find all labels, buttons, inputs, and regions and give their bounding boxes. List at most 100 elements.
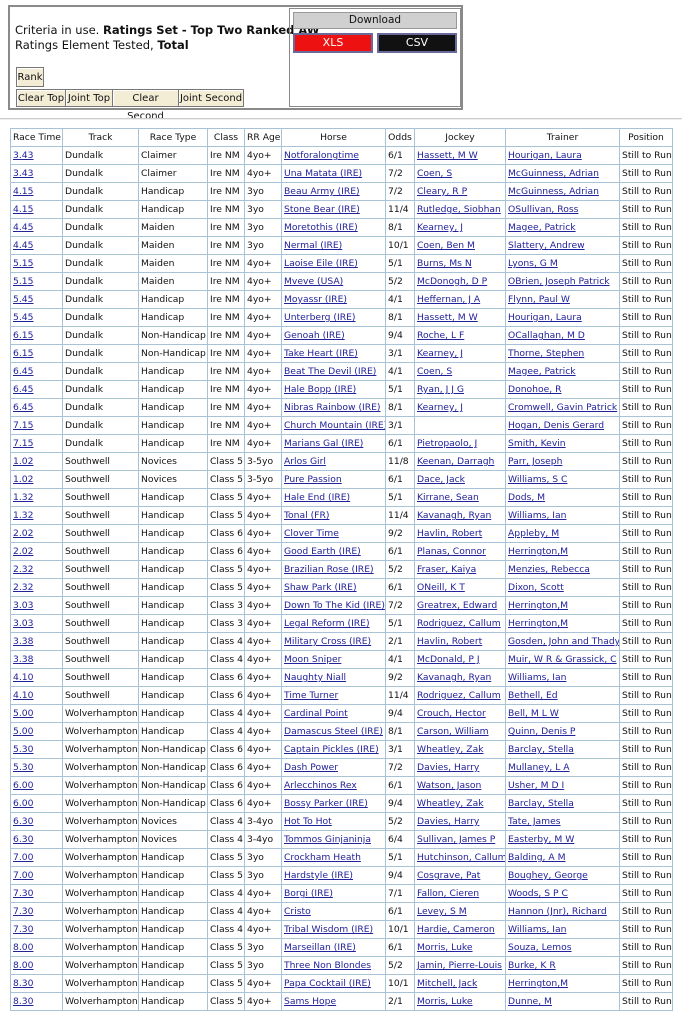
trainer-link[interactable]: Gosden, John and Thady (508, 636, 620, 647)
rank-button[interactable]: Rank (16, 67, 44, 87)
horse-link[interactable]: Bossy Parker (IRE) (284, 798, 368, 809)
horse-link[interactable]: Shaw Park (IRE) (284, 582, 357, 593)
race-time-link[interactable]: 5.30 (13, 762, 34, 773)
trainer-link[interactable]: Herrington,M (508, 600, 569, 611)
race-time-link[interactable]: 3.43 (13, 168, 34, 179)
race-time-link[interactable]: 5.00 (13, 726, 34, 737)
race-time-link[interactable]: 6.45 (13, 366, 34, 377)
trainer-link[interactable]: Hourigan, Laura (508, 150, 582, 161)
trainer-link[interactable]: Williams, S C (508, 474, 568, 485)
jockey-link[interactable]: Burns, Ms N (417, 258, 472, 269)
race-time-link[interactable]: 4.15 (13, 204, 34, 215)
trainer-link[interactable]: Usher, M D I (508, 780, 565, 791)
jockey-link[interactable]: Sullivan, James P (417, 834, 496, 845)
race-time-link[interactable]: 2.32 (13, 582, 34, 593)
race-time-link[interactable]: 6.00 (13, 798, 34, 809)
horse-link[interactable]: Marseillan (IRE) (284, 942, 356, 953)
jockey-link[interactable]: McDonogh, D P (417, 276, 488, 287)
horse-link[interactable]: Genoah (IRE) (284, 330, 345, 341)
horse-link[interactable]: Tonal (FR) (284, 510, 330, 521)
jockey-link[interactable]: Ryan, J J G (417, 384, 464, 395)
jockey-link[interactable]: Kavanagh, Ryan (417, 510, 492, 521)
trainer-link[interactable]: OBrien, Joseph Patrick (508, 276, 610, 287)
race-time-link[interactable]: 8.00 (13, 942, 34, 953)
jockey-link[interactable]: Dace, Jack (417, 474, 465, 485)
race-time-link[interactable]: 5.15 (13, 276, 34, 287)
race-time-link[interactable]: 2.02 (13, 528, 34, 539)
race-time-link[interactable]: 4.15 (13, 186, 34, 197)
trainer-link[interactable]: Dods, M (508, 492, 546, 503)
race-time-link[interactable]: 6.00 (13, 780, 34, 791)
horse-link[interactable]: Notforalongtime (284, 150, 359, 161)
race-time-link[interactable]: 8.00 (13, 960, 34, 971)
race-time-link[interactable]: 5.45 (13, 312, 34, 323)
trainer-link[interactable]: Mullaney, L A (508, 762, 570, 773)
race-time-link[interactable]: 6.45 (13, 384, 34, 395)
jockey-link[interactable]: Fallon, Cieren (417, 888, 480, 899)
horse-link[interactable]: Good Earth (IRE) (284, 546, 361, 557)
jockey-link[interactable]: Havlin, Robert (417, 636, 483, 647)
race-time-link[interactable]: 7.15 (13, 438, 34, 449)
horse-link[interactable]: Pure Passion (284, 474, 342, 485)
jockey-link[interactable]: Kavanagh, Ryan (417, 672, 492, 683)
race-time-link[interactable]: 7.00 (13, 870, 34, 881)
horse-link[interactable]: Clover Time (284, 528, 339, 539)
clear-second-button[interactable]: Clear Second (112, 89, 179, 122)
jockey-link[interactable]: Fraser, Kaiya (417, 564, 477, 575)
jockey-link[interactable]: Jamin, Pierre-Louis (417, 960, 502, 971)
trainer-link[interactable]: Magee, Patrick (508, 222, 576, 233)
horse-link[interactable]: Down To The Kid (IRE) (284, 600, 385, 611)
trainer-link[interactable]: Williams, Ian (508, 510, 567, 521)
trainer-link[interactable]: OSullivan, Ross (508, 204, 579, 215)
race-time-link[interactable]: 7.15 (13, 420, 34, 431)
horse-link[interactable]: Nibras Rainbow (IRE) (284, 402, 381, 413)
jockey-link[interactable]: Wheatley, Zak (417, 744, 484, 755)
trainer-link[interactable]: Dunne, M (508, 996, 552, 1007)
horse-link[interactable]: Dash Power (284, 762, 339, 773)
jockey-link[interactable]: Kearney, J (417, 348, 463, 359)
jockey-link[interactable]: Davies, Harry (417, 762, 480, 773)
race-time-link[interactable]: 1.32 (13, 510, 34, 521)
horse-link[interactable]: Arlecchinos Rex (284, 780, 357, 791)
trainer-link[interactable]: Donohoe, R (508, 384, 562, 395)
horse-link[interactable]: Hardstyle (IRE) (284, 870, 354, 881)
race-time-link[interactable]: 4.10 (13, 672, 34, 683)
race-time-link[interactable]: 1.02 (13, 456, 34, 467)
trainer-link[interactable]: Slattery, Andrew (508, 240, 585, 251)
horse-link[interactable]: Moyassr (IRE) (284, 294, 347, 305)
race-time-link[interactable]: 6.45 (13, 402, 34, 413)
horse-link[interactable]: Naughty Niall (284, 672, 347, 683)
horse-link[interactable]: Cristo (284, 906, 311, 917)
trainer-link[interactable]: Hourigan, Laura (508, 312, 582, 323)
horse-link[interactable]: Brazilian Rose (IRE) (284, 564, 374, 575)
horse-link[interactable]: Moretothis (IRE) (284, 222, 358, 233)
race-time-link[interactable]: 6.30 (13, 816, 34, 827)
horse-link[interactable]: Una Matata (IRE) (284, 168, 363, 179)
trainer-link[interactable]: Menzies, Rebecca (508, 564, 590, 575)
trainer-link[interactable]: Bell, M L W (508, 708, 559, 719)
race-time-link[interactable]: 7.30 (13, 888, 34, 899)
jockey-link[interactable]: Rutledge, Siobhan (417, 204, 501, 215)
jockey-link[interactable]: Coen, S (417, 168, 453, 179)
race-time-link[interactable]: 7.30 (13, 906, 34, 917)
trainer-link[interactable]: Tate, James (508, 816, 561, 827)
jockey-link[interactable]: Rodriguez, Callum (417, 690, 501, 701)
horse-link[interactable]: Military Cross (IRE) (284, 636, 372, 647)
jockey-link[interactable]: Cleary, R P (417, 186, 468, 197)
trainer-link[interactable]: Quinn, Denis P (508, 726, 576, 737)
trainer-link[interactable]: Souza, Lemos (508, 942, 572, 953)
jockey-link[interactable]: Mitchell, Jack (417, 978, 478, 989)
trainer-link[interactable]: Smith, Kevin (508, 438, 566, 449)
trainer-link[interactable]: Williams, Ian (508, 924, 567, 935)
trainer-link[interactable]: Lyons, G M (508, 258, 558, 269)
jockey-link[interactable]: McDonald, P J (417, 654, 480, 665)
trainer-link[interactable]: Barclay, Stella (508, 744, 574, 755)
trainer-link[interactable]: Hogan, Denis Gerard (508, 420, 605, 431)
race-time-link[interactable]: 3.43 (13, 150, 34, 161)
trainer-link[interactable]: Balding, A M (508, 852, 566, 863)
trainer-link[interactable]: Woods, S P C (508, 888, 568, 899)
horse-link[interactable]: Laoise Eile (IRE) (284, 258, 358, 269)
horse-link[interactable]: Tribal Wisdom (IRE) (284, 924, 374, 935)
jockey-link[interactable]: Davies, Harry (417, 816, 480, 827)
trainer-link[interactable]: Barclay, Stella (508, 798, 574, 809)
